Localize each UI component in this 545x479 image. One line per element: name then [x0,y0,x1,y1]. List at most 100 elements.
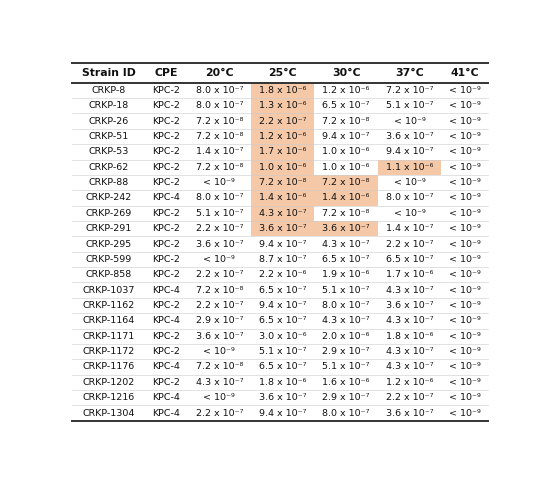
Text: 1.8 x 10⁻⁶: 1.8 x 10⁻⁶ [259,86,306,95]
Text: KPC-2: KPC-2 [153,163,180,171]
Text: 3.6 x 10⁻⁷: 3.6 x 10⁻⁷ [196,332,243,341]
Text: 8.0 x 10⁻⁷: 8.0 x 10⁻⁷ [323,301,370,310]
Text: 8.0 x 10⁻⁷: 8.0 x 10⁻⁷ [196,101,243,110]
Text: 4.3 x 10⁻⁷: 4.3 x 10⁻⁷ [259,209,306,218]
Text: < 10⁻⁹: < 10⁻⁹ [449,255,481,264]
Text: KPC-2: KPC-2 [153,116,180,125]
Text: KPC-2: KPC-2 [153,301,180,310]
Text: KPC-2: KPC-2 [153,332,180,341]
Text: 2.0 x 10⁻⁶: 2.0 x 10⁻⁶ [323,332,370,341]
Text: < 10⁻⁹: < 10⁻⁹ [394,116,426,125]
Text: 2.2 x 10⁻⁷: 2.2 x 10⁻⁷ [386,240,433,249]
Text: 1.0 x 10⁻⁶: 1.0 x 10⁻⁶ [259,163,306,171]
Text: 5.1 x 10⁻⁷: 5.1 x 10⁻⁷ [259,347,306,356]
Text: KPC-4: KPC-4 [153,317,180,325]
Text: KPC-4: KPC-4 [153,285,180,295]
Text: KPC-2: KPC-2 [153,209,180,218]
Text: < 10⁻⁹: < 10⁻⁹ [449,347,481,356]
Text: 7.2 x 10⁻⁸: 7.2 x 10⁻⁸ [196,363,243,372]
Text: < 10⁻⁹: < 10⁻⁹ [449,378,481,387]
Text: < 10⁻⁹: < 10⁻⁹ [449,86,481,95]
Text: 2.2 x 10⁻⁷: 2.2 x 10⁻⁷ [196,224,243,233]
Text: 30°C: 30°C [332,68,360,78]
Text: 6.5 x 10⁻⁷: 6.5 x 10⁻⁷ [323,255,370,264]
Text: < 10⁻⁹: < 10⁻⁹ [203,393,235,402]
Text: KPC-4: KPC-4 [153,194,180,203]
Text: 7.2 x 10⁻⁸: 7.2 x 10⁻⁸ [196,285,243,295]
Text: KPC-2: KPC-2 [153,347,180,356]
Text: 1.2 x 10⁻⁶: 1.2 x 10⁻⁶ [386,378,433,387]
Text: < 10⁻⁹: < 10⁻⁹ [449,332,481,341]
Text: 7.2 x 10⁻⁸: 7.2 x 10⁻⁸ [196,116,243,125]
Text: < 10⁻⁹: < 10⁻⁹ [203,347,235,356]
Bar [251,129,314,144]
Text: < 10⁻⁹: < 10⁻⁹ [449,270,481,279]
Text: < 10⁻⁹: < 10⁻⁹ [449,409,481,418]
Bar [251,160,314,175]
Text: 3.6 x 10⁻⁷: 3.6 x 10⁻⁷ [196,240,243,249]
Text: CRKP-269: CRKP-269 [86,209,132,218]
Text: < 10⁻⁹: < 10⁻⁹ [203,255,235,264]
Text: < 10⁻⁹: < 10⁻⁹ [449,101,481,110]
Text: 20°C: 20°C [205,68,234,78]
Text: 8.7 x 10⁻⁷: 8.7 x 10⁻⁷ [259,255,306,264]
Text: < 10⁻⁹: < 10⁻⁹ [203,178,235,187]
Text: KPC-2: KPC-2 [153,178,180,187]
Text: < 10⁻⁹: < 10⁻⁹ [449,317,481,325]
Text: < 10⁻⁹: < 10⁻⁹ [449,393,481,402]
Text: 4.3 x 10⁻⁷: 4.3 x 10⁻⁷ [386,317,433,325]
Text: 8.0 x 10⁻⁷: 8.0 x 10⁻⁷ [323,409,370,418]
Text: CPE: CPE [155,68,178,78]
Text: 4.3 x 10⁻⁷: 4.3 x 10⁻⁷ [323,317,370,325]
Text: 8.0 x 10⁻⁷: 8.0 x 10⁻⁷ [196,194,243,203]
Text: 9.4 x 10⁻⁷: 9.4 x 10⁻⁷ [259,409,306,418]
Text: 2.9 x 10⁻⁷: 2.9 x 10⁻⁷ [323,347,370,356]
Text: 4.3 x 10⁻⁷: 4.3 x 10⁻⁷ [386,347,433,356]
Text: < 10⁻⁹: < 10⁻⁹ [449,301,481,310]
Text: 1.9 x 10⁻⁶: 1.9 x 10⁻⁶ [323,270,370,279]
Text: 9.4 x 10⁻⁷: 9.4 x 10⁻⁷ [259,240,306,249]
Text: 2.2 x 10⁻⁶: 2.2 x 10⁻⁶ [259,270,306,279]
Bar [314,190,378,205]
Bar [251,83,314,98]
Text: 1.1 x 10⁻⁶: 1.1 x 10⁻⁶ [386,163,433,171]
Text: 1.7 x 10⁻⁶: 1.7 x 10⁻⁶ [386,270,433,279]
Text: KPC-2: KPC-2 [153,224,180,233]
Text: 4.3 x 10⁻⁷: 4.3 x 10⁻⁷ [386,285,433,295]
Text: 2.2 x 10⁻⁷: 2.2 x 10⁻⁷ [196,301,243,310]
Text: 1.3 x 10⁻⁶: 1.3 x 10⁻⁶ [259,101,306,110]
Text: < 10⁻⁹: < 10⁻⁹ [449,363,481,372]
Text: < 10⁻⁹: < 10⁻⁹ [449,132,481,141]
Text: 6.5 x 10⁻⁷: 6.5 x 10⁻⁷ [259,363,306,372]
Text: CRKP-1037: CRKP-1037 [83,285,135,295]
Text: CRKP-1304: CRKP-1304 [83,409,135,418]
Text: CRKP-1202: CRKP-1202 [83,378,135,387]
Text: 3.6 x 10⁻⁷: 3.6 x 10⁻⁷ [259,393,306,402]
Text: 7.2 x 10⁻⁸: 7.2 x 10⁻⁸ [323,178,370,187]
Text: 1.4 x 10⁻⁶: 1.4 x 10⁻⁶ [259,194,306,203]
Text: 5.1 x 10⁻⁷: 5.1 x 10⁻⁷ [323,285,370,295]
Text: < 10⁻⁹: < 10⁻⁹ [449,163,481,171]
Text: CRKP-8: CRKP-8 [92,86,126,95]
Text: CRKP-1216: CRKP-1216 [83,393,135,402]
Text: < 10⁻⁹: < 10⁻⁹ [449,209,481,218]
Text: 37°C: 37°C [395,68,424,78]
Text: < 10⁻⁹: < 10⁻⁹ [449,240,481,249]
Text: 1.4 x 10⁻⁷: 1.4 x 10⁻⁷ [386,224,433,233]
Text: CRKP-53: CRKP-53 [89,148,129,156]
Text: 7.2 x 10⁻⁸: 7.2 x 10⁻⁸ [196,163,243,171]
Text: KPC-2: KPC-2 [153,86,180,95]
Text: 1.6 x 10⁻⁶: 1.6 x 10⁻⁶ [323,378,370,387]
Text: 5.1 x 10⁻⁷: 5.1 x 10⁻⁷ [196,209,243,218]
Text: 2.2 x 10⁻⁷: 2.2 x 10⁻⁷ [386,393,433,402]
Text: CRKP-599: CRKP-599 [86,255,132,264]
Text: < 10⁻⁹: < 10⁻⁹ [394,209,426,218]
Text: 1.7 x 10⁻⁶: 1.7 x 10⁻⁶ [259,148,306,156]
Text: < 10⁻⁹: < 10⁻⁹ [449,148,481,156]
Text: 6.5 x 10⁻⁷: 6.5 x 10⁻⁷ [259,285,306,295]
Text: KPC-2: KPC-2 [153,270,180,279]
Text: 5.1 x 10⁻⁷: 5.1 x 10⁻⁷ [323,363,370,372]
Text: 4.3 x 10⁻⁷: 4.3 x 10⁻⁷ [323,240,370,249]
Text: CRKP-1162: CRKP-1162 [83,301,135,310]
Text: 9.4 x 10⁻⁷: 9.4 x 10⁻⁷ [323,132,370,141]
